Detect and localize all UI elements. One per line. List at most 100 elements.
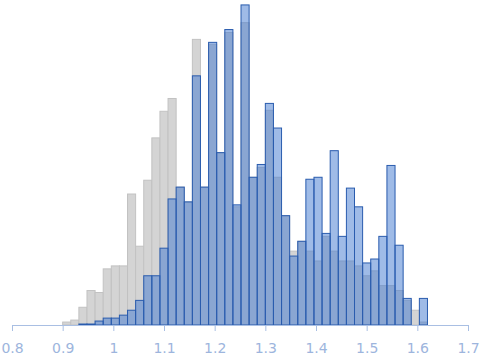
x-tick-mark [63, 325, 64, 331]
histogram-bar [411, 310, 419, 325]
histogram-bar [403, 298, 411, 325]
histogram-bar [152, 276, 160, 325]
histogram-bar [128, 310, 136, 325]
histogram-bar [152, 138, 160, 325]
histogram-bar [184, 202, 192, 325]
histogram-bar [111, 318, 119, 325]
histogram-bar [330, 151, 338, 325]
x-tick-label: 1.6 [407, 340, 429, 356]
x-tick-mark [164, 325, 165, 331]
x-tick: 1.7 [457, 325, 479, 356]
plot-area [63, 5, 428, 325]
histogram-bar [103, 318, 111, 325]
histogram-bar [200, 187, 208, 325]
histogram-bar [282, 216, 290, 325]
histogram-bar [395, 245, 403, 325]
x-tick-mark [468, 325, 469, 331]
histogram-bar [355, 207, 363, 325]
x-tick-label: 0.9 [52, 340, 74, 356]
x-tick: 1.2 [204, 325, 226, 356]
x-tick: 1.3 [255, 325, 277, 356]
histogram-bar [63, 322, 71, 325]
histogram-bar [322, 233, 330, 325]
histogram-bar [209, 42, 217, 325]
histogram-bar [136, 246, 144, 325]
histogram-bar [371, 259, 379, 325]
histogram-bar [338, 236, 346, 325]
histogram-bar [176, 187, 184, 325]
x-axis: 0.8 0.9 1 1.1 1.2 1.3 1.4 1.5 1.6 1.7 [1, 325, 479, 356]
x-tick: 1.1 [153, 325, 175, 356]
x-tick: 1.5 [356, 325, 378, 356]
x-tick-mark [113, 325, 114, 331]
histogram-bar [63, 325, 71, 326]
x-tick: 1 [109, 325, 118, 356]
histogram-bar [225, 30, 233, 325]
histogram-bar [87, 324, 95, 325]
histogram-bar [136, 300, 144, 325]
histogram-bar [233, 205, 241, 325]
histogram-bar [217, 153, 225, 325]
histogram-bar [71, 320, 79, 325]
histogram-bar [128, 194, 136, 325]
x-tick-label: 1.2 [204, 340, 226, 356]
histogram-bar [87, 291, 95, 325]
x-tick-label: 1.3 [255, 340, 277, 356]
x-tick-mark [367, 325, 368, 331]
x-tick-label: 1.5 [356, 340, 378, 356]
x-tick: 0.8 [1, 325, 23, 356]
chart: 0.8 0.9 1 1.1 1.2 1.3 1.4 1.5 1.6 1.7 [0, 0, 484, 363]
x-tick-label: 0.8 [1, 340, 23, 356]
histogram-bar [192, 76, 200, 325]
histogram-bar [241, 5, 249, 325]
histogram-bar [176, 187, 184, 325]
histogram-bar [346, 188, 354, 325]
histogram-bar [298, 241, 306, 325]
histogram-bar [290, 256, 298, 325]
histogram-bar [282, 216, 290, 325]
histogram-bar [119, 315, 127, 325]
histogram-bar [257, 164, 265, 325]
histogram-bar [160, 248, 168, 325]
histogram-bar [217, 153, 225, 325]
series-1 [79, 5, 428, 325]
histogram-bar [363, 263, 371, 325]
histogram-bar [111, 266, 119, 325]
histogram-bar [379, 236, 387, 325]
histogram-bar [168, 199, 176, 325]
x-tick-label: 1 [109, 340, 118, 356]
x-tick: 1.6 [407, 325, 429, 356]
histogram-bar [249, 177, 257, 325]
histogram-bar [79, 324, 87, 325]
x-tick-mark [265, 325, 266, 331]
histogram-bar [184, 202, 192, 325]
x-tick-label: 1.4 [305, 340, 327, 356]
histogram-bar [411, 325, 419, 326]
x-tick-label: 1.7 [457, 340, 479, 356]
histogram-bar [273, 128, 281, 325]
histogram-bar [306, 179, 314, 325]
histogram-bar [79, 307, 87, 325]
x-tick: 0.9 [52, 325, 74, 356]
histogram-bar [144, 180, 152, 325]
histogram-bar [95, 321, 103, 325]
histogram-bar [419, 298, 427, 325]
histogram-bar [387, 165, 395, 325]
histogram-bar [119, 266, 127, 325]
x-axis-line [13, 325, 469, 326]
x-tick-mark [215, 325, 216, 331]
histogram-bar [144, 276, 152, 325]
x-tick-mark [417, 325, 418, 331]
histogram-bar [314, 177, 322, 325]
histogram-bar [71, 325, 79, 326]
histogram-bar [290, 251, 298, 325]
x-tick-mark [12, 325, 13, 331]
histogram-bar [103, 269, 111, 325]
histogram-bar [95, 293, 103, 326]
histogram-bar [192, 39, 200, 325]
x-tick-mark [316, 325, 317, 331]
x-tick-label: 1.1 [153, 340, 175, 356]
histogram-bar [200, 187, 208, 325]
histogram-bar [168, 98, 176, 325]
histogram-bar [249, 177, 257, 325]
